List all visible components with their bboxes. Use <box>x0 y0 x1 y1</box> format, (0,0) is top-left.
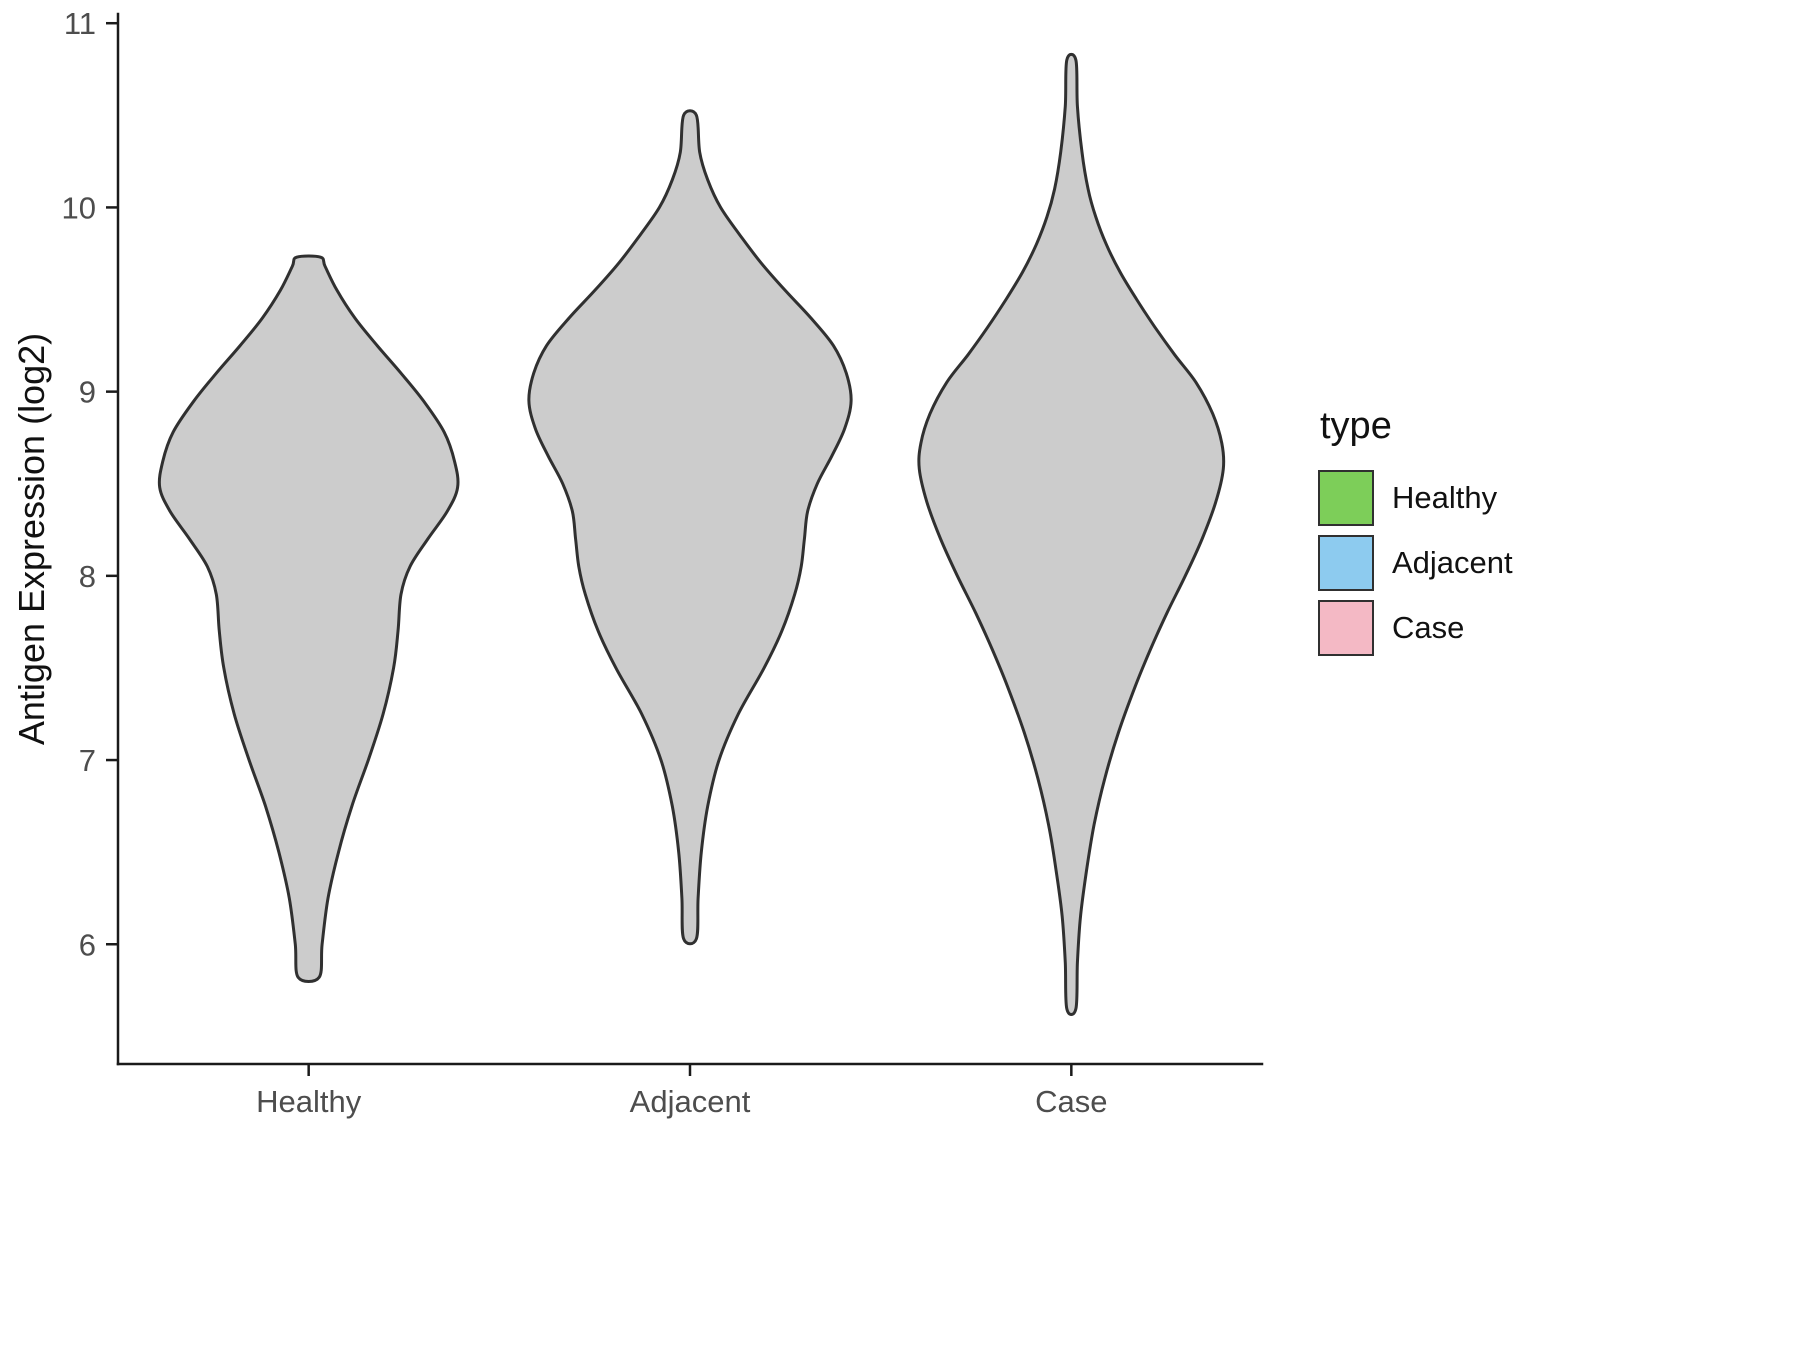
legend-item-healthy: Healthy <box>1318 470 1513 526</box>
x-axis-ticks <box>307 1064 1073 1076</box>
violin-case <box>917 52 1226 1016</box>
legend: type Healthy Adjacent Case <box>1318 405 1513 665</box>
y-tick-label: 8 <box>79 559 96 594</box>
legend-label-healthy: Healthy <box>1392 480 1498 515</box>
x-category-label-case: Case <box>1035 1084 1107 1119</box>
legend-swatch-healthy <box>1318 470 1374 526</box>
violin-healthy <box>157 254 460 984</box>
y-tick-label: 6 <box>79 927 96 962</box>
axes <box>106 12 1264 1076</box>
y-tick-label: 9 <box>79 375 96 410</box>
y-axis-ticks <box>106 21 118 946</box>
x-category-label-healthy: Healthy <box>256 1084 362 1119</box>
legend-item-adjacent: Adjacent <box>1318 535 1513 591</box>
legend-swatch-case <box>1318 600 1374 656</box>
legend-title: type <box>1320 405 1392 447</box>
y-axis-title: Antigen Expression (log2) <box>11 333 52 745</box>
x-category-label-adjacent: Adjacent <box>630 1084 751 1119</box>
violins <box>157 52 1226 1016</box>
y-tick-label: 10 <box>62 190 96 225</box>
y-tick-label: 7 <box>79 743 96 778</box>
legend-swatch-adjacent <box>1318 535 1374 591</box>
y-tick-labels: 6 7 8 9 10 11 <box>62 6 96 962</box>
legend-item-case: Case <box>1318 600 1513 656</box>
x-category-labels: Healthy Adjacent Case <box>256 1084 1107 1119</box>
y-tick-label: 11 <box>64 6 96 41</box>
legend-label-adjacent: Adjacent <box>1392 545 1513 580</box>
violin-adjacent <box>527 109 853 946</box>
legend-label-case: Case <box>1392 610 1465 645</box>
